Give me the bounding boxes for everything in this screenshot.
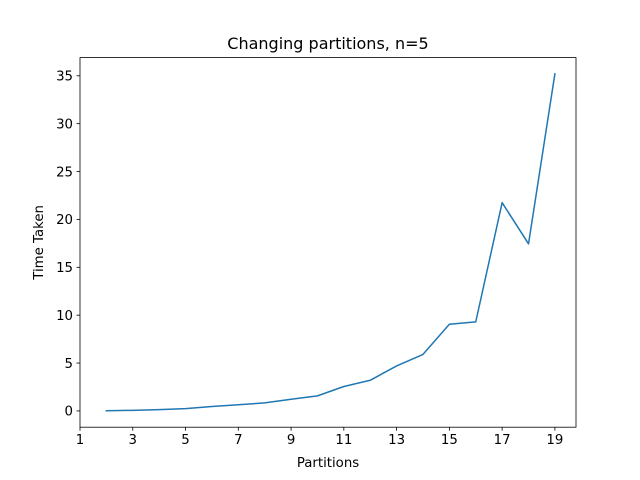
x-tick-label: 11 — [335, 433, 352, 448]
y-tick-label: 15 — [56, 261, 73, 276]
y-tick-label: 0 — [65, 405, 73, 420]
y-tick-label: 25 — [56, 165, 73, 180]
plot-layer — [105, 73, 556, 412]
plot-frame — [79, 57, 577, 428]
y-axis-label: Time Taken — [32, 205, 47, 281]
y-tick-label: 10 — [56, 309, 73, 324]
x-tick-label: 3 — [129, 433, 137, 448]
series-line — [105, 73, 556, 412]
y-tick-label: 5 — [65, 357, 73, 372]
x-tick-label: 17 — [494, 433, 511, 448]
x-tick-label: 15 — [441, 433, 458, 448]
chart-title: Changing partitions, n=5 — [227, 34, 428, 53]
x-tick-label: 5 — [181, 433, 189, 448]
x-tick-label: 1 — [76, 433, 84, 448]
y-axis: 0 5 10 15 20 25 30 35 — [56, 70, 80, 420]
y-tick-label: 30 — [56, 117, 73, 132]
x-tick-label: 19 — [546, 433, 563, 448]
y-tick-label: 35 — [56, 70, 73, 85]
x-tick-label: 7 — [234, 433, 242, 448]
x-axis-label: Partitions — [297, 456, 359, 471]
x-tick-label: 9 — [287, 433, 295, 448]
x-tick-label: 13 — [388, 433, 405, 448]
x-axis: 1 3 5 7 9 11 13 15 17 19 — [76, 427, 563, 448]
y-tick-label: 20 — [56, 213, 73, 228]
